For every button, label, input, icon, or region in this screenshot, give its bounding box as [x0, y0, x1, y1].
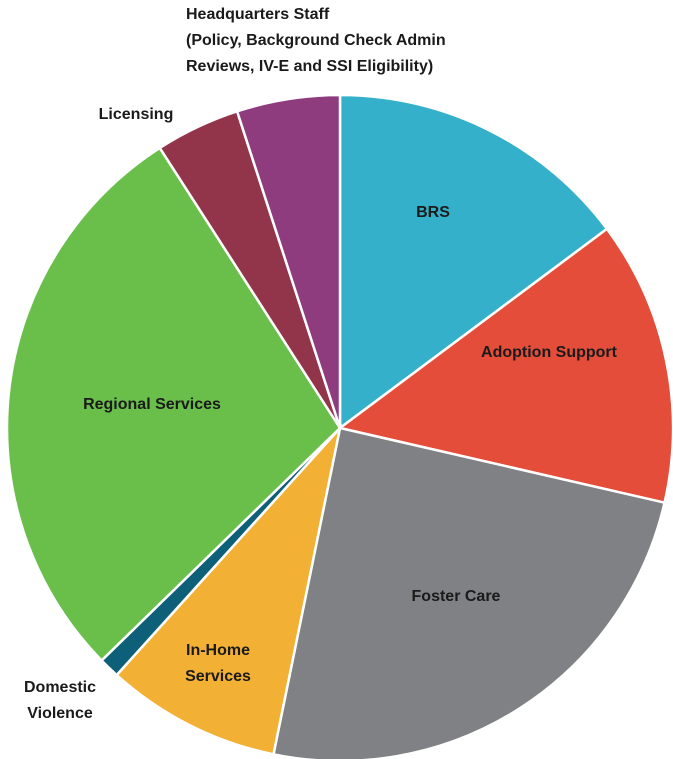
- slice-label: In-Home Services: [185, 642, 251, 685]
- pie-slice: [114, 423, 343, 756]
- slice-label: Headquarters Staff (Policy, Background Ch…: [186, 6, 446, 75]
- pie-slice: [337, 227, 673, 505]
- pie-slice: [5, 146, 342, 663]
- slice-label: Adoption Support: [481, 344, 618, 361]
- slice-label: Licensing: [99, 106, 174, 123]
- slice-label: Domestic Violence: [24, 679, 96, 722]
- slice-label: Foster Care: [412, 588, 501, 605]
- pie-slice: [272, 426, 667, 759]
- pie-slice: [235, 93, 342, 429]
- pie-slice: [338, 93, 609, 431]
- slice-label: Regional Services: [83, 396, 221, 413]
- slice-label: BRS: [416, 204, 450, 221]
